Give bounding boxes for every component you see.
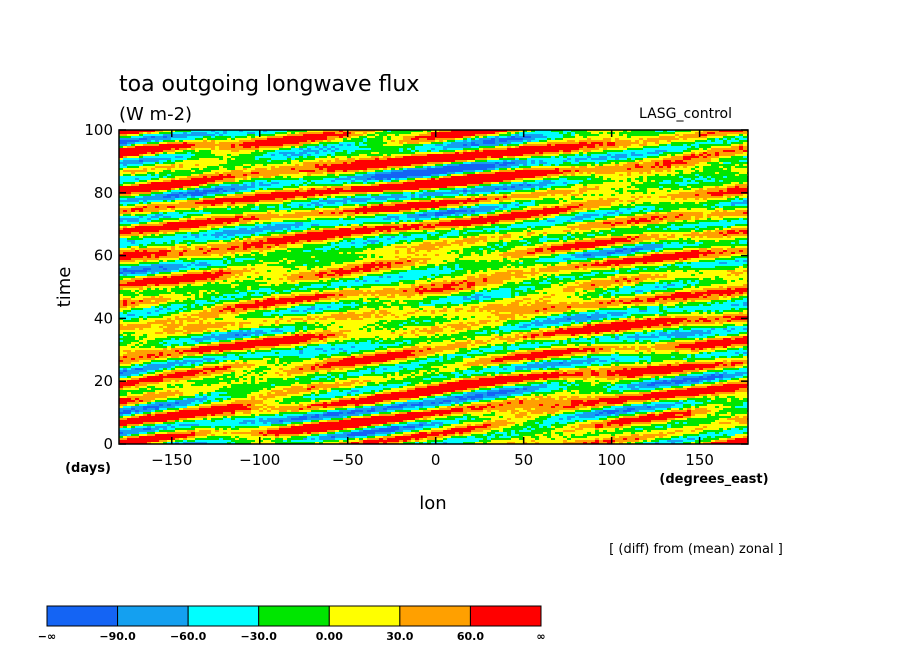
y-axis-units: (days) — [65, 461, 111, 476]
y-tick-label: 100 — [84, 121, 113, 139]
x-tick-label: 150 — [685, 451, 714, 469]
chart-title: toa outgoing longwave flux — [119, 72, 419, 97]
colorbar-swatch — [399, 605, 471, 627]
colorbar-swatch — [187, 605, 260, 627]
chart-units: (W m-2) — [119, 104, 192, 125]
colorbar-label: −60.0 — [170, 630, 207, 643]
y-axis: 0 20 40 60 80 100 — [84, 121, 748, 453]
colorbar-label: ∞ — [536, 630, 545, 643]
x-tick-label: 100 — [597, 451, 626, 469]
colorbar-swatch — [328, 605, 401, 627]
diff-annotation: [ (diff) from (mean) zonal ] — [609, 542, 783, 557]
colorbar-label: 0.00 — [316, 630, 343, 643]
colorbar-swatch — [258, 605, 330, 627]
y-axis-label: time — [54, 267, 75, 308]
colorbar-label: 60.0 — [457, 630, 484, 643]
run-label: LASG_control — [639, 106, 732, 122]
x-tick-label: −100 — [239, 451, 280, 469]
y-tick-label: 0 — [103, 435, 113, 453]
colorbar-label: −30.0 — [241, 630, 278, 643]
colorbar-label: −∞ — [38, 630, 56, 643]
x-tick-label: 50 — [514, 451, 533, 469]
plot-frame — [118, 129, 749, 445]
colorbar-label: 30.0 — [386, 630, 413, 643]
colorbar-swatch — [117, 605, 189, 627]
y-tick-label: 80 — [94, 184, 113, 202]
x-tick-label: −50 — [332, 451, 364, 469]
colorbar: −∞ −90.0 −60.0 −30.0 0.00 30.0 60.0 ∞ — [38, 605, 546, 643]
x-axis: −150 −100 −50 0 50 100 150 — [151, 130, 714, 469]
y-tick-label: 20 — [94, 372, 113, 390]
colorbar-swatch — [46, 605, 119, 627]
x-axis-units: (degrees_east) — [659, 472, 768, 487]
x-tick-label: −150 — [151, 451, 192, 469]
y-tick-label: 60 — [94, 247, 113, 265]
heatmap-field — [119, 130, 748, 444]
y-tick-label: 40 — [94, 309, 113, 327]
x-tick-label: 0 — [431, 451, 441, 469]
colorbar-label: −90.0 — [99, 630, 136, 643]
colorbar-swatch — [469, 605, 542, 627]
x-axis-label: lon — [419, 493, 446, 514]
